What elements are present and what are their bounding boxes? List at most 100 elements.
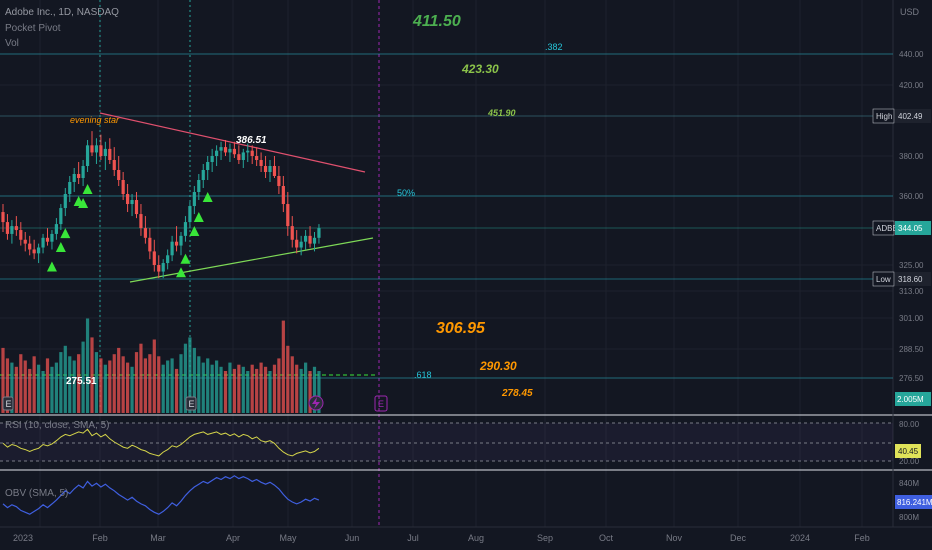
support-trendline	[129, 237, 374, 283]
volume-bar	[263, 366, 268, 413]
candle	[32, 239, 36, 260]
volume-bar	[183, 343, 188, 413]
volume-bar	[72, 360, 76, 413]
obv-panel	[2, 475, 320, 515]
indicator-pocket-pivot[interactable]: Pocket Pivot	[5, 23, 61, 34]
candle	[126, 184, 130, 213]
candle	[174, 226, 179, 252]
candle	[268, 160, 272, 182]
volume-bar	[81, 341, 85, 413]
pocket-pivot-signal	[189, 226, 200, 237]
candle	[206, 156, 210, 180]
volume-bar	[134, 352, 139, 413]
target-label: 451.90	[487, 108, 516, 118]
candle	[81, 160, 85, 186]
price-tick: 313.00	[899, 287, 924, 296]
volume-bar	[223, 371, 228, 413]
price-tick: 325.00	[899, 261, 924, 270]
panel-dividers	[0, 0, 932, 528]
volume-bar	[201, 362, 205, 413]
candle	[304, 230, 308, 250]
volume-bar	[179, 354, 183, 413]
volume-bar	[63, 345, 67, 413]
volume-bar	[37, 364, 41, 413]
obv-legend[interactable]: OBV (SMA, 5)	[5, 488, 69, 499]
candle	[112, 147, 116, 176]
rsi-panel	[0, 422, 893, 462]
candle	[152, 239, 156, 272]
candle	[28, 235, 32, 256]
volume-bar	[19, 354, 23, 413]
indicator-volume[interactable]: Vol	[5, 38, 19, 49]
price-tick: 420.00	[899, 81, 924, 90]
pocket-pivot-signal	[193, 212, 204, 223]
target-label: .618	[414, 370, 432, 380]
volume-bar	[59, 352, 63, 413]
volume-bar	[77, 354, 81, 413]
volume-bar	[290, 356, 294, 413]
evening-star-label: evening star	[70, 115, 120, 125]
candle	[295, 230, 299, 254]
price-axis[interactable]: USD 440.00 420.00 380.00 360.00 325.00 313.00 3…	[872, 7, 932, 522]
candle	[19, 222, 23, 246]
rsi-value: 40.45	[898, 447, 919, 456]
candle	[232, 141, 236, 158]
price-tick: 380.00	[899, 152, 924, 161]
candle	[281, 176, 285, 213]
candle	[250, 145, 254, 164]
volume-bar	[112, 354, 116, 413]
volume-value: 2.005M	[897, 395, 924, 404]
time-tick: Oct	[599, 533, 614, 543]
time-tick: Sep	[537, 533, 553, 543]
annotations: 411.50 .382 423.30 451.90 50% 306.95 290.30 .61…	[2, 13, 563, 412]
earnings-marker-upcoming	[374, 395, 388, 412]
volume-bar	[259, 362, 263, 413]
volume-bar	[188, 337, 192, 413]
time-tick: 2024	[790, 533, 810, 543]
target-label: 306.95	[436, 320, 486, 337]
pocket-pivot-signal	[82, 184, 93, 194]
candle	[23, 231, 27, 252]
candle	[317, 224, 321, 244]
time-tick: Nov	[666, 533, 683, 543]
obv-tick: 800M	[899, 513, 919, 522]
earnings-marker-past	[2, 396, 14, 411]
symbol-title[interactable]: Adobe Inc., 1D, NASDAQ	[5, 7, 119, 18]
volume-bar	[94, 352, 99, 413]
candle	[121, 172, 125, 201]
candle	[85, 139, 90, 172]
volume-level-label: 275.51	[66, 376, 97, 387]
volume-bar	[23, 360, 27, 413]
time-tick: Mar	[150, 533, 166, 543]
candle	[103, 141, 107, 170]
volume-bar	[312, 366, 317, 413]
volume-bar	[148, 354, 152, 413]
pocket-pivot-signal	[60, 228, 71, 239]
volume-bar	[237, 364, 241, 413]
lightning-icon	[312, 397, 320, 409]
earnings-marker-text: E	[189, 399, 195, 409]
volume-bar	[286, 345, 290, 413]
svg-text:402.49: 402.49	[898, 112, 923, 121]
candle	[219, 141, 223, 160]
volume-bar	[174, 368, 179, 413]
candle	[50, 230, 54, 250]
candle	[14, 216, 18, 236]
target-label: 423.30	[461, 62, 499, 76]
rsi-legend[interactable]: RSI (10, close, SMA, 5)	[5, 420, 110, 431]
candle	[192, 186, 196, 215]
target-label: 278.45	[501, 388, 533, 399]
candle	[157, 255, 161, 279]
volume-bar	[85, 318, 90, 413]
volume-bar	[139, 343, 143, 413]
volume-bar	[5, 358, 10, 413]
time-axis[interactable]: 2023 Feb Mar Apr May Jun Jul Aug Sep Oct Nov Dec 202…	[13, 533, 870, 543]
volume-bar	[41, 371, 45, 413]
candle	[45, 228, 50, 246]
trendlines	[99, 112, 374, 283]
volume-bar	[281, 320, 285, 413]
candle	[188, 202, 192, 229]
candle	[108, 138, 112, 164]
volume-bar	[45, 358, 50, 413]
